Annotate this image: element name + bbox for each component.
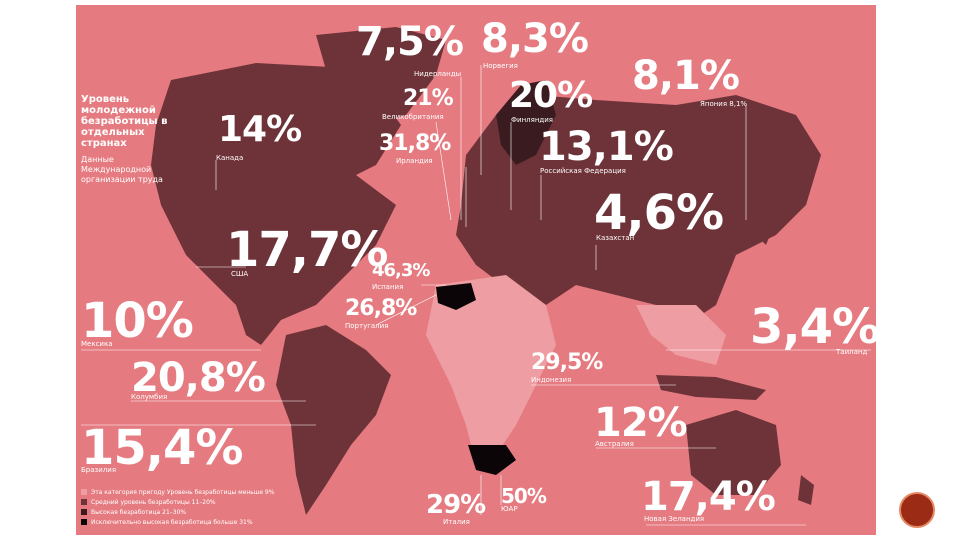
legend-item: Эта категория пригоду Уровень безработиц… [81, 487, 274, 497]
legend-label: Эта категория пригоду Уровень безработиц… [91, 488, 275, 496]
label-kazakhstan: Казахстан [596, 234, 635, 242]
infographic-frame: Уровень молодежной безработицы в отдельн… [76, 5, 876, 535]
label-south-africa: ЮАР [501, 505, 518, 513]
label-indonesia: Индонезия [531, 376, 572, 384]
value-japan: 8,1% [632, 53, 740, 99]
value-australia: 12% [594, 400, 688, 446]
legend-label: Исключительно высокая безработица больше… [91, 518, 253, 526]
value-south-africa: 50% [501, 484, 547, 508]
land-australia [686, 410, 781, 495]
legend-item: Высокая безработица 21–30% [81, 507, 274, 517]
label-thailand: Таиланд [836, 348, 868, 356]
value-mexico: 10% [81, 293, 194, 349]
value-portugal: 26,8% [345, 296, 417, 321]
land-japan [756, 195, 776, 245]
legend-swatch [81, 489, 87, 495]
value-thailand: 3,4% [750, 299, 876, 355]
legend-item: Исключительно высокая безработица больше… [81, 517, 274, 527]
legend-swatch [81, 509, 87, 515]
land-europe-asia [456, 95, 821, 325]
value-uk: 21% [403, 86, 454, 111]
label-russia: Российская Федерация [540, 167, 626, 175]
value-brazil: 15,4% [81, 420, 244, 476]
legend-label: Высокая безработица 21–30% [91, 508, 187, 516]
land-south-america [276, 325, 391, 515]
label-japan: Япония 8,1% [700, 100, 748, 108]
label-colombia: Колумбия [131, 393, 168, 401]
label-mexico: Мексика [81, 340, 113, 348]
page-badge-icon [899, 492, 935, 528]
label-australia: Австралия [595, 440, 634, 448]
label-spain: Испания [372, 283, 404, 291]
land-africa [426, 275, 556, 465]
legend-swatch [81, 499, 87, 505]
value-russia: 13,1% [539, 124, 674, 170]
data-source: Данные Международной организации труда [81, 155, 163, 184]
label-new-zealand: Новая Зеландия [644, 515, 705, 523]
land-new-zealand [798, 475, 814, 505]
label-finland: Финляндия [511, 116, 554, 124]
legend-label: Средний уровень безработицы 11–20% [91, 498, 216, 506]
label-ireland: Ирландия [396, 157, 433, 165]
land-south-africa [468, 445, 516, 475]
label-uk: Великобритания [382, 113, 444, 121]
legend-item: Средний уровень безработицы 11–20% [81, 497, 274, 507]
value-usa: 17,7% [226, 222, 389, 278]
label-norway: Норвегия [483, 62, 518, 70]
label-brazil: Бразилия [81, 466, 117, 474]
value-colombia: 20,8% [131, 355, 266, 401]
value-kazakhstan: 4,6% [594, 185, 724, 241]
label-canada: Канада [216, 154, 244, 162]
value-canada: 14% [218, 109, 302, 150]
value-spain: 46,3% [372, 260, 430, 281]
value-italy: 29% [426, 490, 486, 520]
leader-line-portugal [375, 294, 437, 326]
value-indonesia: 29,5% [531, 350, 603, 375]
world-map [81, 27, 871, 526]
value-norway: 8,3% [481, 16, 589, 62]
label-usa: США [231, 270, 249, 278]
land-greenland [316, 27, 446, 125]
land-north-america [151, 63, 401, 345]
value-netherlands: 7,5% [356, 19, 464, 65]
label-netherlands: Нидерланды [414, 70, 462, 78]
infographic-title: Уровень молодежной безработицы в отдельн… [81, 94, 168, 149]
value-ireland: 31,8% [379, 131, 451, 156]
label-italy: Италия [443, 518, 470, 526]
leader-line-uk [435, 121, 452, 221]
land-spain [436, 283, 476, 310]
legend: Эта категория пригоду Уровень безработиц… [81, 487, 274, 527]
legend-swatch [81, 519, 87, 525]
value-new-zealand: 17,4% [641, 474, 776, 520]
label-portugal: Португалия [345, 322, 389, 330]
value-finland: 20% [509, 75, 593, 116]
land-indonesia [656, 375, 766, 400]
land-southeast-asia [636, 305, 726, 365]
